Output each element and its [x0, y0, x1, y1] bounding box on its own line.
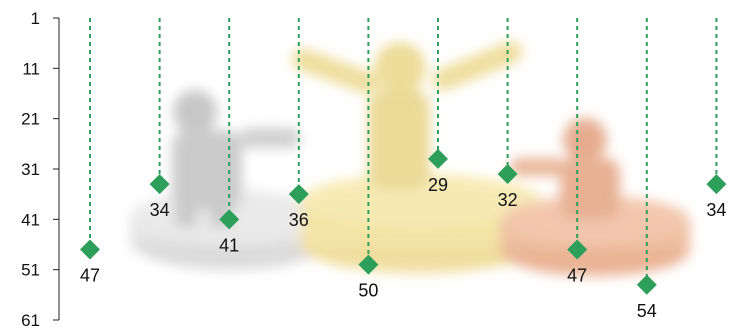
data-label: 34 [150, 200, 170, 220]
data-label: 47 [567, 266, 587, 286]
data-label: 29 [428, 175, 448, 195]
data-point [358, 254, 379, 275]
data-point [288, 184, 309, 205]
data-point [219, 209, 240, 230]
data-point [636, 274, 657, 295]
y-tick-label: 51 [21, 261, 40, 280]
data-point [80, 239, 100, 260]
data-point [497, 164, 518, 185]
data-label: 34 [706, 200, 726, 220]
data-point [149, 174, 170, 195]
y-tick-label: 21 [21, 110, 40, 129]
background-image [130, 41, 690, 276]
data-markers [80, 148, 727, 295]
data-label: 36 [289, 210, 309, 230]
data-point [706, 174, 727, 195]
data-label: 41 [219, 235, 239, 255]
y-tick-label: 11 [22, 59, 40, 78]
data-label: 54 [637, 301, 657, 321]
data-point [428, 148, 448, 169]
drop-lines [89, 18, 718, 285]
y-tick-label: 1 [31, 9, 40, 28]
data-point [567, 239, 588, 260]
data-label: 50 [358, 281, 378, 301]
data-label: 47 [80, 266, 100, 286]
y-tick-label: 61 [21, 311, 40, 329]
y-tick-label: 41 [21, 210, 40, 229]
data-labels: 47 34 41 36 50 29 32 47 54 34 [80, 175, 726, 321]
data-label: 32 [498, 190, 518, 210]
y-tick-label: 31 [21, 160, 40, 179]
